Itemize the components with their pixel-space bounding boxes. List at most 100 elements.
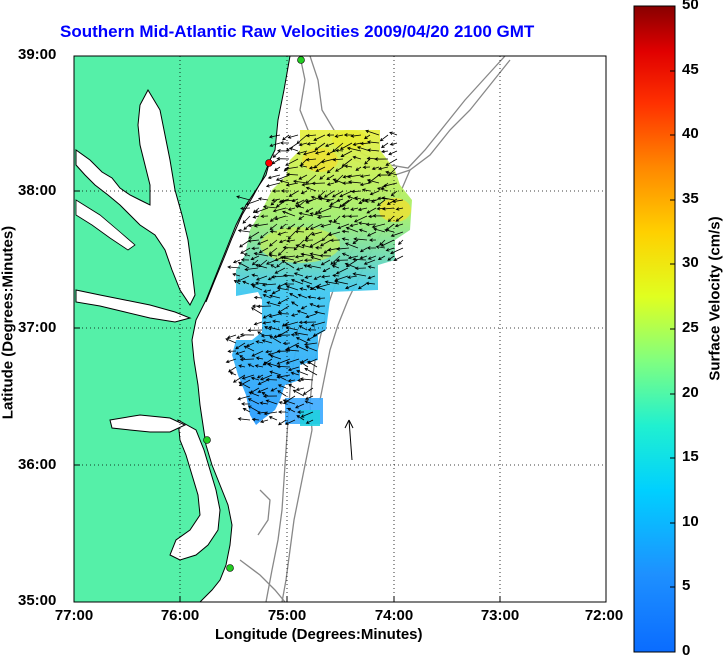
velocity-vector — [255, 275, 268, 281]
velocity-vector — [304, 345, 318, 352]
velocity-vector — [283, 273, 295, 278]
velocity-vector — [232, 259, 241, 264]
velocity-vector — [289, 147, 299, 152]
velocity-vector — [228, 366, 237, 373]
velocity-vector — [295, 267, 304, 271]
velocity-vector — [237, 229, 251, 233]
velocity-vector — [389, 142, 398, 146]
velocity-vector — [232, 272, 241, 277]
velocity-vector — [283, 395, 296, 404]
velocity-vector — [300, 279, 313, 285]
velocity-vector — [348, 214, 359, 219]
velocity-vector — [366, 178, 380, 184]
velocity-vector — [229, 371, 237, 376]
velocity-vector — [316, 215, 332, 220]
velocity-vector — [251, 417, 260, 422]
velocity-vector — [240, 258, 250, 262]
velocity-vector — [375, 245, 386, 249]
velocity-vector — [236, 275, 250, 282]
velocity-vector — [359, 182, 371, 187]
velocity-vector — [339, 142, 353, 150]
velocity-vector — [233, 279, 241, 285]
velocity-vector — [285, 358, 300, 365]
velocity-vector — [320, 259, 331, 266]
velocity-vector — [359, 174, 371, 178]
velocity-vector — [287, 134, 299, 139]
velocity-vector — [373, 227, 386, 233]
velocity-vector — [238, 381, 251, 389]
velocity-vector — [302, 387, 314, 395]
velocity-vector — [305, 313, 317, 319]
velocity-vector — [380, 239, 395, 247]
velocity-vector — [283, 282, 295, 286]
velocity-vector — [257, 387, 269, 393]
velocity-vector — [270, 199, 278, 206]
velocity-vector — [352, 257, 367, 262]
velocity-vector — [307, 361, 318, 368]
velocity-vector — [262, 321, 272, 325]
velocity-vector — [295, 387, 305, 391]
velocity-vector — [304, 238, 314, 243]
velocity-vector — [254, 207, 269, 214]
velocity-vector — [286, 239, 296, 243]
velocity-vector — [341, 214, 350, 219]
velocity-vector — [395, 207, 404, 211]
velocity-vector — [278, 410, 286, 414]
velocity-vector — [272, 319, 281, 324]
velocity-vector — [303, 258, 313, 262]
site-marker — [203, 436, 211, 444]
albemarle-sound — [109, 414, 187, 433]
velocity-vector — [369, 238, 377, 242]
velocity-vector — [239, 333, 255, 337]
velocity-vector — [287, 378, 296, 383]
velocity-vector — [377, 199, 386, 206]
velocity-vector — [326, 174, 335, 181]
velocity-vector — [336, 247, 350, 251]
velocity-vector — [381, 196, 395, 201]
velocity-vector — [277, 247, 287, 256]
velocity-vector — [278, 401, 287, 405]
velocity-vector — [305, 186, 317, 192]
velocity-vector — [300, 411, 314, 418]
velocity-vector — [323, 190, 335, 198]
velocity-vector — [268, 313, 281, 318]
velocity-vector — [341, 158, 353, 168]
velocity-vector — [292, 389, 305, 397]
velocity-vector — [313, 134, 326, 141]
velocity-vector — [257, 239, 269, 245]
velocity-vector — [306, 142, 317, 146]
velocity-vector — [306, 285, 317, 291]
velocity-vector — [366, 207, 377, 214]
x-tick-label: 72:00 — [584, 607, 624, 624]
velocity-vector — [242, 280, 250, 285]
velocity-vector — [357, 207, 368, 212]
james-river — [75, 289, 192, 323]
velocity-vector — [385, 170, 398, 176]
colorbar-tick-label: 50 — [682, 0, 699, 13]
colorbar-tick-label: 35 — [682, 190, 699, 207]
velocity-vector — [286, 172, 299, 177]
velocity-vector — [290, 313, 299, 317]
velocity-vector — [314, 150, 326, 155]
velocity-vector — [293, 331, 309, 336]
velocity-vector — [365, 129, 380, 136]
velocity-vector — [265, 182, 281, 188]
chesapeake-bay — [75, 88, 196, 306]
velocity-vector — [309, 223, 323, 230]
velocity-vector — [331, 190, 344, 198]
velocity-vector — [270, 275, 286, 279]
velocity-vector — [319, 254, 332, 258]
velocity-vector — [358, 228, 368, 233]
velocity-vector — [335, 166, 344, 172]
velocity-vector — [272, 207, 287, 213]
velocity-vector — [238, 364, 246, 368]
velocity-vector — [264, 326, 272, 331]
velocity-vector — [341, 237, 350, 241]
velocity-vector — [343, 133, 352, 137]
velocity-vector — [305, 395, 314, 400]
velocity-vector — [260, 333, 273, 338]
velocity-vector — [303, 342, 318, 347]
velocity-vector — [350, 134, 362, 138]
velocity-vector — [359, 141, 371, 146]
velocity-vector — [247, 328, 263, 333]
